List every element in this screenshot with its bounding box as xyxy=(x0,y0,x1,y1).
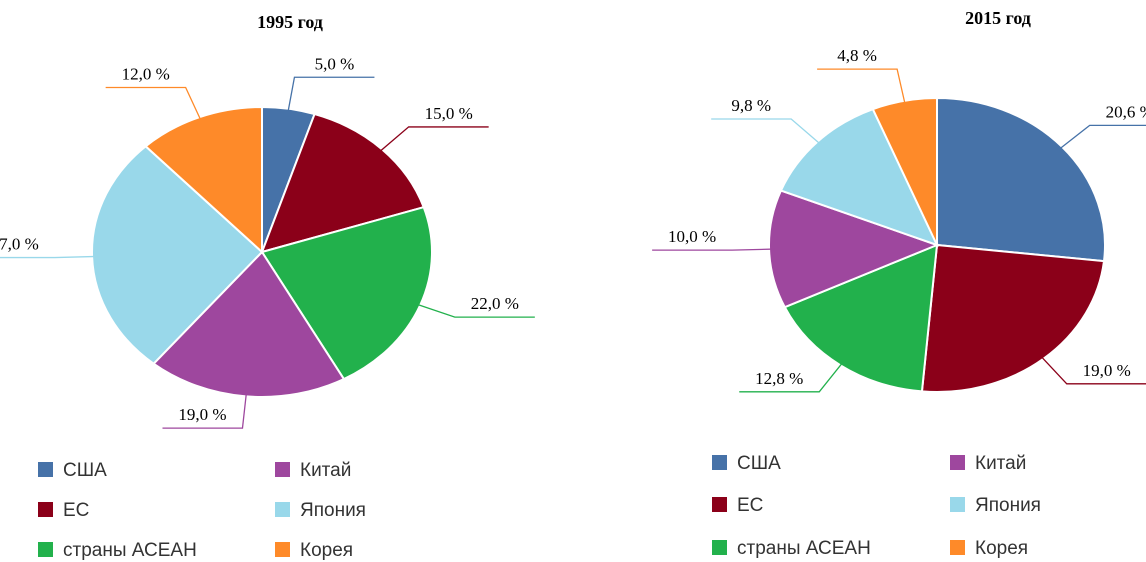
leader-line xyxy=(711,118,822,146)
legend-swatch xyxy=(38,502,53,517)
legend-swatch xyxy=(275,462,290,477)
leader-line xyxy=(1039,354,1146,385)
data-label: 27,0 % xyxy=(0,235,39,254)
legend-swatch xyxy=(712,497,727,512)
leader-line xyxy=(652,248,775,251)
legend-swatch xyxy=(950,497,965,512)
legend-swatch xyxy=(38,462,53,477)
legend-swatch xyxy=(950,455,965,470)
legend-label: ЕС xyxy=(737,495,763,516)
leader-line xyxy=(378,126,489,154)
legend-label: Корея xyxy=(975,538,1028,559)
legend-label: Япония xyxy=(300,500,366,521)
legend-label: Китай xyxy=(300,460,351,481)
leader-line xyxy=(162,391,248,429)
data-label: 9,8 % xyxy=(731,96,771,115)
data-label: 20,6 % xyxy=(1106,102,1146,121)
leader-line xyxy=(415,303,535,318)
legend-label: ЕС xyxy=(63,500,89,521)
chart-title: 2015 год xyxy=(965,8,1031,28)
leader-line xyxy=(105,86,202,122)
legend-label: Япония xyxy=(975,495,1041,516)
data-label: 19,0 % xyxy=(178,405,226,424)
data-label: 12,8 % xyxy=(755,369,803,388)
data-label: 10,0 % xyxy=(668,227,716,246)
data-label: 12,0 % xyxy=(122,65,170,84)
leader-line xyxy=(739,361,844,393)
leader-line xyxy=(1057,124,1146,151)
data-label: 22,0 % xyxy=(471,294,519,313)
legend-label: страны АСЕАН xyxy=(63,540,197,561)
legend-label: Китай xyxy=(975,453,1026,474)
leader-line xyxy=(817,68,906,106)
legend-swatch xyxy=(712,540,727,555)
leader-line xyxy=(0,255,98,259)
data-label: 15,0 % xyxy=(425,104,473,123)
data-label: 19,0 % xyxy=(1083,361,1131,380)
legend-swatch xyxy=(275,502,290,517)
legend-label: США xyxy=(63,460,107,481)
legend-label: страны АСЕАН xyxy=(737,538,871,559)
data-label: 4,8 % xyxy=(837,46,877,65)
data-label: 5,0 % xyxy=(315,54,355,73)
legend-swatch xyxy=(275,542,290,557)
legend-label: Корея xyxy=(300,540,353,561)
legend-label: США xyxy=(737,453,781,474)
pie-slice xyxy=(936,96,1106,263)
legend-swatch xyxy=(950,540,965,555)
pie-slice xyxy=(920,243,1106,393)
legend-swatch xyxy=(38,542,53,557)
legend-swatch xyxy=(712,455,727,470)
chart-title: 1995 год xyxy=(257,12,323,32)
leader-line xyxy=(287,76,375,114)
